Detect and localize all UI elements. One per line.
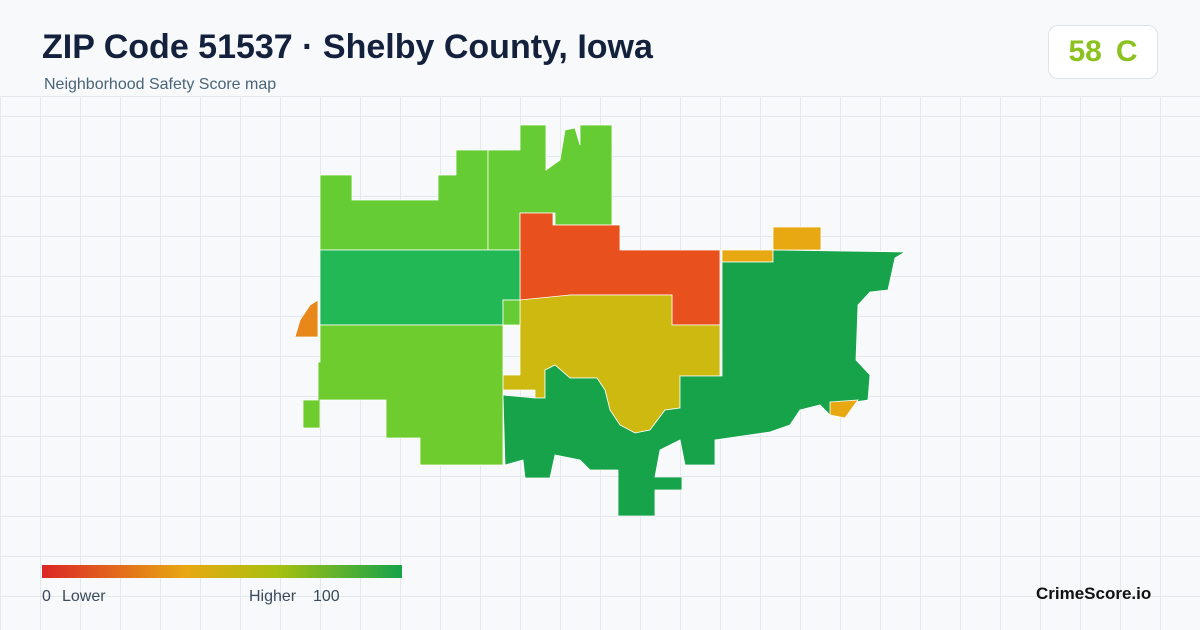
legend-gradient [42, 565, 402, 578]
subtitle: Neighborhood Safety Score map [44, 76, 277, 93]
region [502, 249, 907, 517]
region [502, 299, 521, 326]
region [319, 149, 489, 251]
title: ZIP Code 51537 · Shelby County, Iowa [42, 28, 653, 66]
score-badge: 58 C [1048, 25, 1158, 79]
score-value: 58 [1068, 35, 1102, 68]
legend-max-label: Higher [249, 588, 297, 605]
region [721, 249, 774, 263]
legend-min-label: Lower [62, 588, 106, 605]
region [302, 324, 504, 466]
region [829, 399, 859, 419]
brand: CrimeScore.io [1036, 584, 1152, 603]
region [772, 226, 822, 251]
score-grade: C [1115, 35, 1138, 68]
legend-min: 0 [42, 588, 51, 605]
header-bar [0, 0, 1200, 97]
region [294, 299, 319, 338]
legend-max: 100 [313, 588, 340, 605]
region [319, 249, 521, 326]
